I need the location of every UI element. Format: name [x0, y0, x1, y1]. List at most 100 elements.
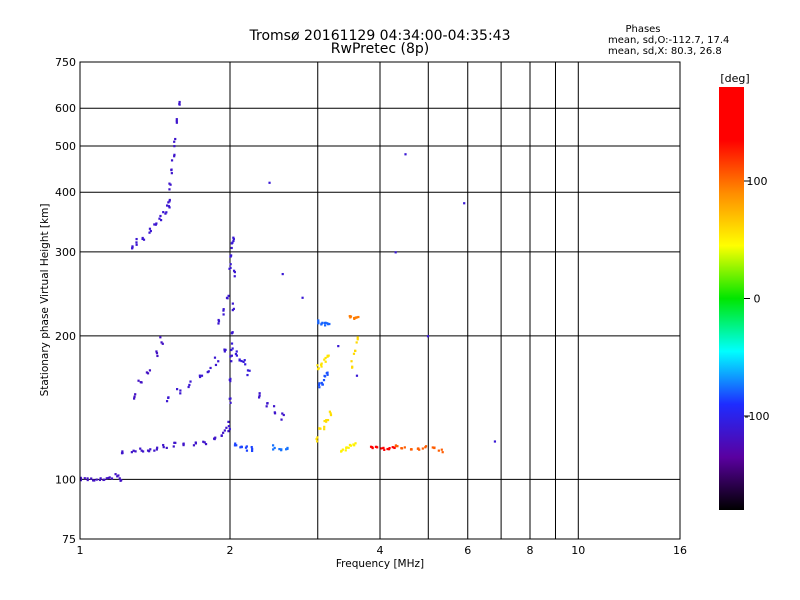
- data-point: [86, 478, 89, 482]
- data-point: [229, 397, 232, 400]
- colorbar-tick-label: -100: [745, 410, 770, 423]
- data-point: [108, 476, 111, 479]
- data-point: [155, 222, 158, 225]
- data-point: [383, 448, 386, 451]
- data-point: [286, 446, 289, 450]
- data-point: [246, 369, 250, 372]
- data-point: [409, 448, 413, 451]
- data-point: [323, 321, 326, 325]
- data-point: [268, 181, 271, 184]
- y-axis: 75 100 200 300 400 500 600 750: [55, 56, 76, 546]
- data-point: [230, 246, 233, 250]
- data-point: [167, 396, 170, 399]
- data-point: [463, 202, 466, 205]
- data-point: [301, 296, 304, 299]
- data-point: [230, 354, 233, 357]
- x-tick-label: 1: [77, 544, 84, 557]
- data-point: [159, 219, 163, 222]
- data-point: [121, 450, 124, 453]
- data-point: [344, 449, 347, 452]
- y-tick-label: 200: [55, 330, 76, 343]
- data-point: [135, 237, 138, 241]
- data-point: [214, 436, 217, 439]
- data-point: [228, 427, 231, 431]
- data-point: [223, 350, 226, 353]
- data-point: [233, 444, 237, 447]
- data-point: [130, 451, 133, 454]
- data-point: [214, 363, 218, 367]
- data-point: [148, 227, 152, 230]
- y-axis-label: Stationary phase Virtual Height [km]: [39, 204, 51, 397]
- data-point: [230, 342, 234, 345]
- data-point: [105, 477, 108, 480]
- data-point: [232, 239, 235, 243]
- stats-x: mean, sd,X: 80.3, 26.8: [608, 46, 722, 57]
- data-point: [394, 444, 398, 447]
- data-point: [227, 420, 230, 423]
- data-point: [325, 372, 328, 375]
- data-point: [320, 323, 323, 326]
- data-point: [165, 400, 169, 403]
- data-point: [222, 431, 225, 434]
- data-point: [134, 450, 137, 453]
- data-point: [235, 354, 239, 357]
- data-point: [134, 393, 137, 396]
- y-tick-label: 75: [62, 533, 76, 546]
- data-point: [83, 477, 86, 480]
- data-point: [169, 183, 172, 186]
- data-point: [170, 172, 173, 175]
- data-point: [192, 444, 196, 447]
- data-point: [173, 145, 176, 148]
- data-point: [327, 323, 330, 326]
- data-point: [198, 375, 202, 379]
- data-point: [148, 369, 152, 372]
- data-point: [357, 315, 360, 319]
- data-point: [318, 386, 321, 389]
- data-point: [227, 425, 230, 428]
- data-point: [161, 342, 164, 345]
- data-point: [132, 449, 135, 452]
- data-point: [206, 371, 209, 374]
- data-point: [178, 102, 181, 106]
- data-point: [155, 350, 158, 353]
- data-point: [326, 418, 330, 422]
- data-point: [175, 118, 178, 121]
- data-point: [316, 368, 320, 371]
- data-point: [418, 448, 421, 451]
- x-axis: 1 2 4 6 8 10 16: [77, 544, 688, 557]
- data-point: [156, 446, 159, 449]
- data-point: [232, 237, 235, 241]
- data-point: [320, 362, 323, 365]
- data-point: [228, 267, 231, 270]
- data-point: [317, 383, 321, 386]
- data-point: [79, 479, 83, 482]
- data-point: [233, 275, 236, 278]
- data-point: [223, 348, 226, 351]
- data-point: [79, 477, 83, 481]
- data-point: [162, 211, 165, 214]
- data-point: [103, 478, 106, 481]
- data-point: [320, 365, 323, 368]
- data-point: [349, 315, 353, 318]
- data-point: [386, 447, 389, 451]
- data-point: [258, 394, 261, 397]
- data-point: [165, 446, 168, 450]
- data-point: [233, 271, 236, 274]
- data-point: [329, 413, 333, 417]
- data-point: [114, 473, 117, 476]
- data-point: [319, 427, 322, 430]
- data-point: [194, 441, 197, 444]
- colorbar-label: [deg]: [720, 72, 749, 85]
- data-point: [232, 236, 235, 239]
- data-point: [421, 447, 424, 450]
- data-point: [217, 360, 220, 363]
- data-point: [431, 446, 434, 449]
- data-point: [229, 355, 232, 358]
- data-point: [135, 241, 138, 244]
- data-point: [98, 478, 102, 482]
- data-point: [493, 440, 497, 443]
- data-point: [179, 392, 182, 395]
- data-point: [168, 198, 171, 202]
- data-point: [271, 444, 275, 447]
- data-point: [145, 371, 149, 374]
